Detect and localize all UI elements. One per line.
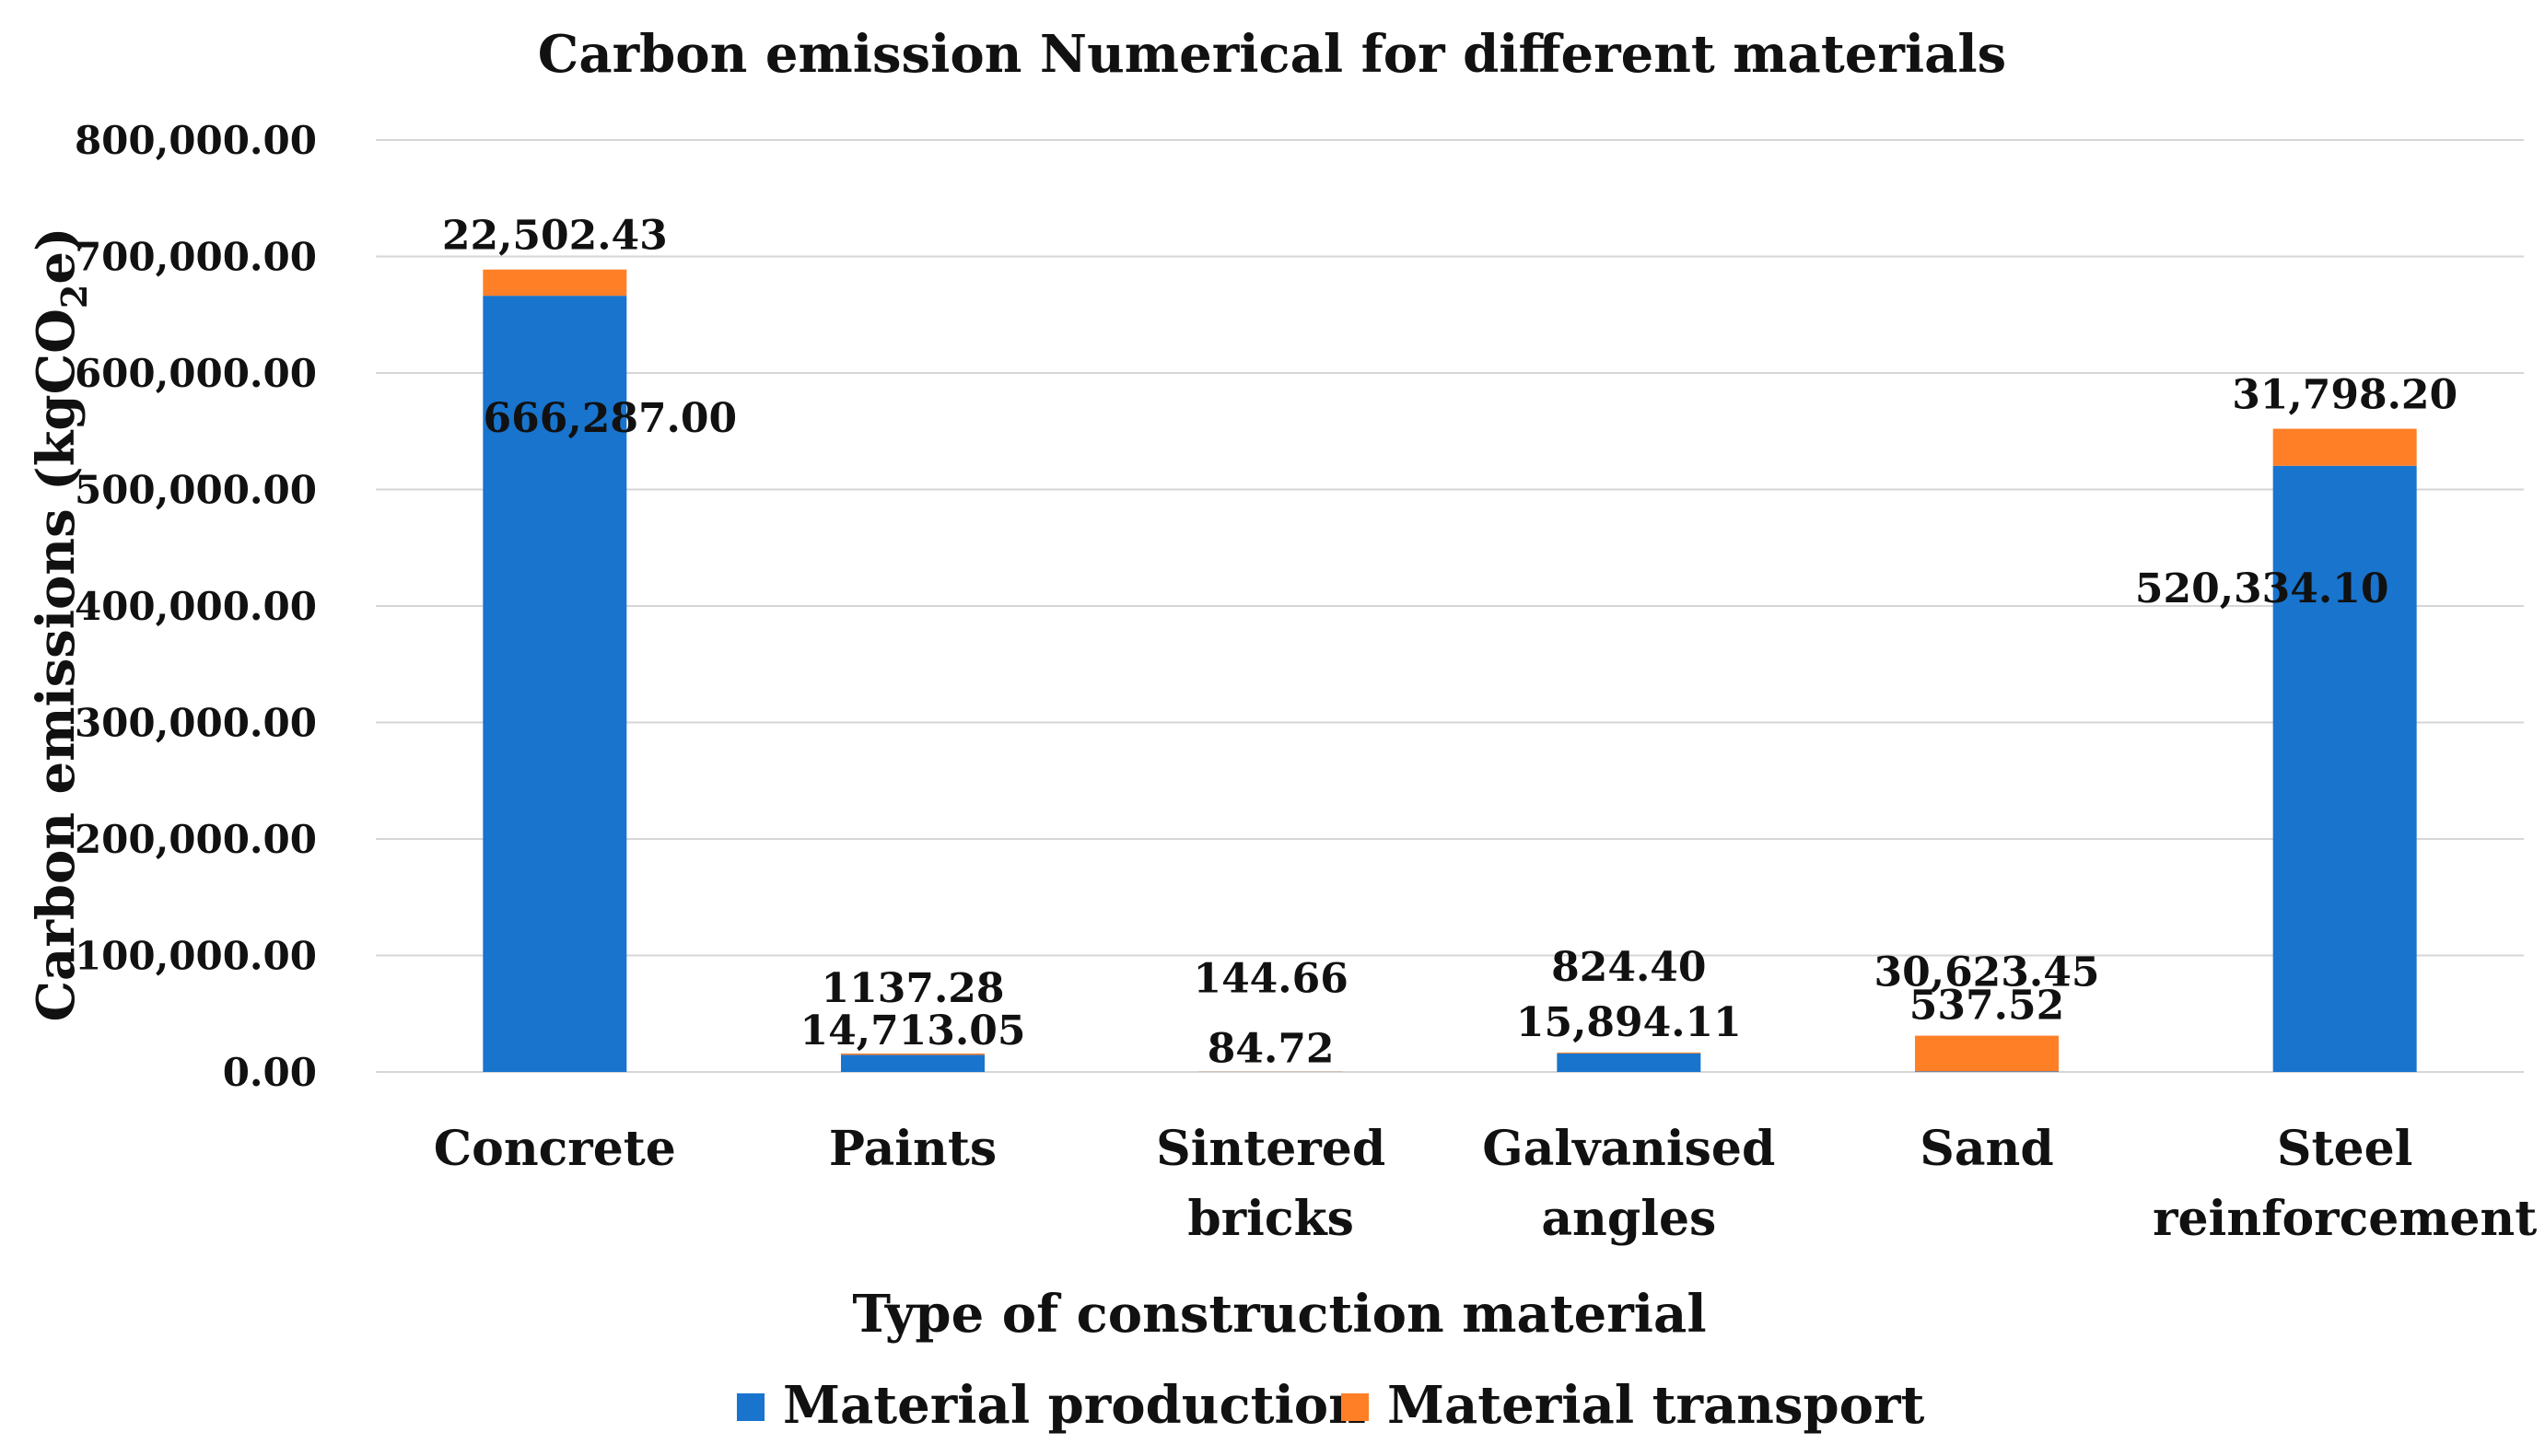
gridlines — [376, 139, 2524, 1073]
legend-swatch — [1341, 1393, 1369, 1421]
data-label-transport: 31,798.20 — [2232, 372, 2457, 419]
legend-label: Material transport — [1387, 1375, 1925, 1436]
data-label-transport: 1137.28 — [821, 965, 1004, 1012]
bar-material-transport — [2272, 428, 2417, 466]
y-tick-label: 500,000.00 — [75, 468, 317, 513]
x-axis-title: Type of construction material — [852, 1284, 1706, 1345]
y-tick-label: 700,000.00 — [75, 235, 317, 280]
data-label-production: 537.52 — [1909, 983, 2064, 1030]
y-tick-label: 200,000.00 — [75, 817, 317, 862]
y-tick-label: 100,000.00 — [75, 934, 317, 979]
data-label-production: 520,334.10 — [2135, 565, 2389, 612]
y-axis-title-main: Carbon emissions (kgCO — [26, 309, 87, 1021]
bar-material-production — [841, 1054, 985, 1072]
y-axis-ticks: 0.00 100,000.00 200,000.00 300,000.00 400,00… — [75, 118, 317, 1095]
bars — [483, 269, 2417, 1073]
x-category-label: Steel — [2277, 1121, 2413, 1177]
bar-material-production — [1557, 1053, 1701, 1072]
y-tick-label: 600,000.00 — [75, 351, 317, 396]
y-axis-title: Carbon emissions (kgCO2e) — [26, 227, 95, 1021]
y-tick-label: 800,000.00 — [75, 118, 317, 163]
bar-material-transport — [1557, 1052, 1701, 1054]
x-category-label: Sand — [1920, 1121, 2053, 1177]
data-label-transport: 30,623.45 — [1874, 949, 2100, 996]
y-tick-label: 300,000.00 — [75, 701, 317, 746]
data-label-transport: 144.66 — [1193, 956, 1348, 1003]
y-tick-label: 0.00 — [223, 1050, 317, 1095]
bar-material-production — [2272, 465, 2417, 1073]
data-label-production: 84.72 — [1208, 1026, 1335, 1073]
x-category-label: Concrete — [434, 1121, 676, 1177]
x-category-label: angles — [1541, 1191, 1716, 1247]
data-label-production: 14,713.05 — [800, 1008, 1026, 1054]
x-category-label: Galvanised — [1482, 1121, 1775, 1177]
bar-material-transport — [1915, 1035, 2059, 1072]
bar-material-transport — [483, 269, 627, 297]
x-axis-categories: Concrete Paints Sintered bricks Galvanised an… — [434, 1121, 2537, 1247]
y-tick-label: 400,000.00 — [75, 584, 317, 629]
data-label-production: 15,894.11 — [1516, 999, 1742, 1046]
bar-material-production — [1915, 1071, 2059, 1072]
data-label-production: 666,287.00 — [484, 395, 738, 442]
data-label-transport: 22,502.43 — [442, 213, 668, 260]
x-category-label: Paints — [829, 1121, 997, 1177]
data-label-transport: 824.40 — [1551, 944, 1706, 991]
x-category-label: Sintered — [1156, 1121, 1385, 1177]
chart-title: Carbon emission Numerical for different … — [538, 24, 2006, 85]
bar-material-production — [483, 296, 627, 1072]
x-category-label: reinforcement — [2153, 1191, 2537, 1247]
legend: Material production Material transport — [737, 1375, 1925, 1436]
y-axis-title-subscript: 2 — [53, 285, 95, 309]
legend-swatch — [737, 1393, 765, 1421]
x-category-label: bricks — [1187, 1191, 1353, 1247]
legend-label: Material production — [783, 1375, 1366, 1436]
y-axis-title-suffix: e) — [26, 227, 87, 284]
